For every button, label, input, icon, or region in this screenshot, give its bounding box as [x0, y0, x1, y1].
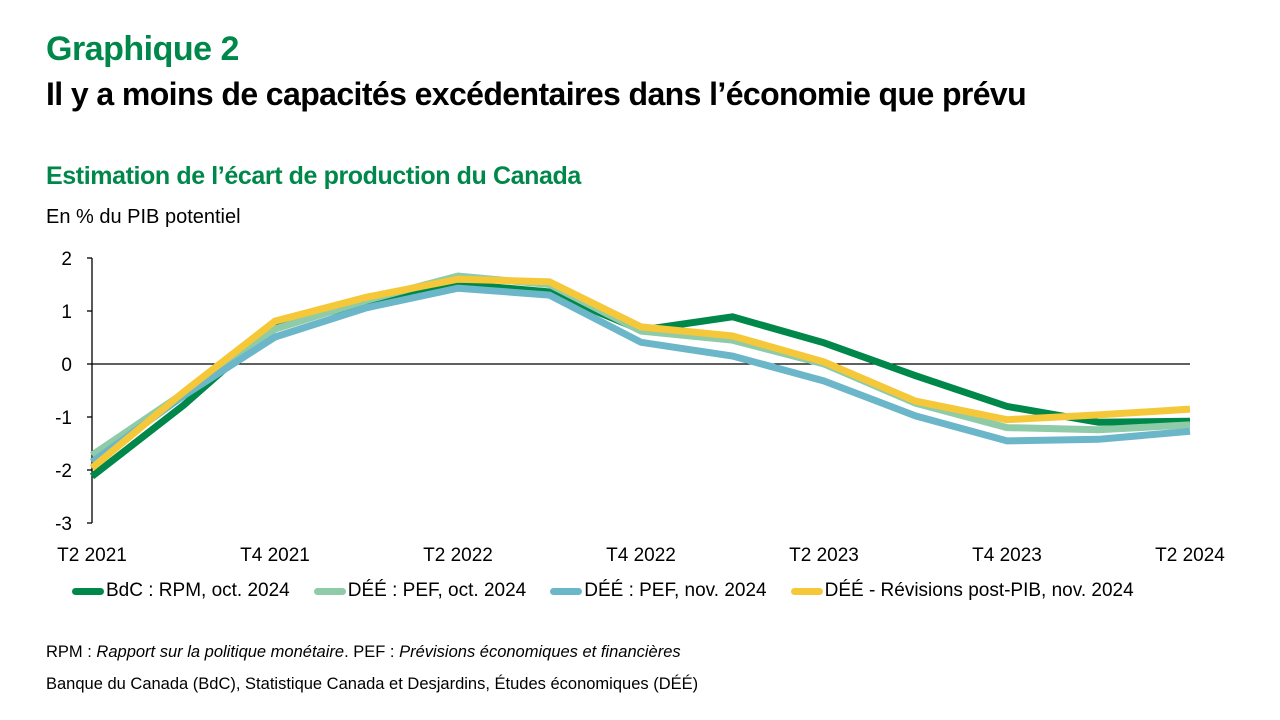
- line-chart: 210-1-2-3 T2 2021 T4 2021 T2 2022 T4 2022 T2…: [55, 249, 1225, 566]
- page-title: Il y a moins de capacités excédentaires …: [46, 76, 1027, 112]
- abbreviations-note: RPM : Rapport sur la politique monétaire…: [46, 643, 681, 662]
- legend-item: BdC : RPM, oct. 2024: [72, 580, 290, 602]
- legend-swatch: [550, 587, 583, 595]
- legend-label: DÉÉ - Révisions post-PIB, nov. 2024: [824, 580, 1134, 601]
- series-group: [89, 272, 1191, 480]
- series-line-4: [89, 275, 1191, 471]
- legend-label: DÉÉ : PEF, oct. 2024: [347, 580, 527, 601]
- x-tick-label: T4 2021: [240, 545, 310, 566]
- y-tick-label: -2: [55, 461, 72, 482]
- x-tick-label: T2 2021: [57, 545, 127, 566]
- legend-swatch: [313, 587, 346, 595]
- legend-item: DÉÉ - Révisions post-PIB, nov. 2024: [790, 580, 1134, 602]
- x-tick-label: T4 2023: [972, 545, 1042, 566]
- y-tick-label: 0: [61, 355, 72, 376]
- x-tick-label: T2 2024: [1155, 545, 1225, 566]
- sources-note: Banque du Canada (BdC), Statistique Cana…: [46, 675, 699, 693]
- legend-label: BdC : RPM, oct. 2024: [106, 580, 290, 601]
- abbrev-pef-full: Prévisions économiques et financières: [399, 643, 681, 661]
- legend-label: DÉÉ : PEF, nov. 2024: [584, 580, 767, 601]
- abbrev-sep: . PEF :: [344, 643, 400, 661]
- y-tick-label: -3: [55, 514, 72, 535]
- abbrev-rpm-full: Rapport sur la politique monétaire: [96, 643, 345, 661]
- abbrev-rpm: RPM :: [46, 643, 97, 661]
- x-tick-label: T2 2022: [423, 545, 493, 566]
- x-tick-label: T4 2022: [606, 545, 676, 566]
- legend: BdC : RPM, oct. 2024 DÉÉ : PEF, oct. 2024…: [72, 580, 1158, 602]
- legend-item: DÉÉ : PEF, oct. 2024: [313, 580, 527, 602]
- series-line-3: [89, 284, 1191, 465]
- legend-item: DÉÉ : PEF, nov. 2024: [550, 580, 767, 602]
- legend-swatch: [790, 587, 823, 595]
- y-tick-label: -1: [55, 408, 72, 429]
- axes: 2 1 0 -1 -2 -3: [55, 249, 1190, 535]
- x-tick-label: T2 2023: [789, 545, 859, 566]
- y-axis-unit-label: En % du PIB potentiel: [46, 206, 241, 228]
- series-line-2: [90, 272, 1191, 459]
- y-tick-label: 1: [61, 302, 72, 323]
- y-tick-label: 2: [61, 249, 72, 270]
- x-tick-labels: T2 2021 T4 2021 T2 2022 T4 2022 T2 2023 T4 20…: [57, 545, 1225, 566]
- graph-number: Graphique 2: [46, 30, 239, 68]
- chart-subtitle: Estimation de l’écart de production du C…: [46, 162, 581, 190]
- legend-swatch: [72, 587, 104, 595]
- series-line-1: [89, 280, 1191, 480]
